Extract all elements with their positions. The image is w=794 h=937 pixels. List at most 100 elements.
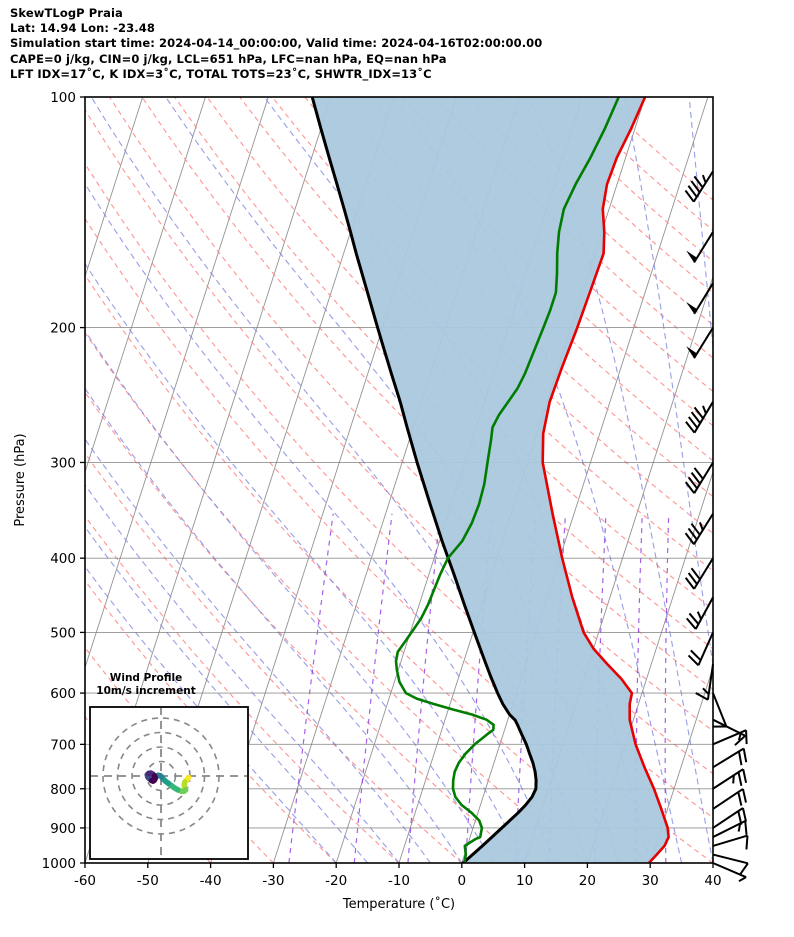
moist-adiabat-line xyxy=(85,262,526,863)
header-indices-2: LFT IDX=17˚C, K IDX=3˚C, TOTAL TOTS=23˚C… xyxy=(10,66,432,81)
barb-full xyxy=(687,476,698,490)
parcel-path-curve xyxy=(310,97,538,863)
y-tick-label: 800 xyxy=(50,782,76,798)
barb-half xyxy=(701,174,707,184)
mixing-ratio-line xyxy=(353,513,393,863)
wind-barb xyxy=(712,692,728,728)
barb-full xyxy=(690,649,702,661)
barb-full xyxy=(742,748,748,763)
wind-barb xyxy=(684,557,714,590)
header-latlon: Lat: 14.94 Lon: -23.48 xyxy=(10,21,155,36)
dewpoint-curve xyxy=(394,97,620,863)
wind-barb xyxy=(686,327,714,359)
isotherm-line xyxy=(649,666,713,863)
barb-shaft xyxy=(712,853,749,865)
wind-barb xyxy=(712,820,748,838)
barb-half xyxy=(702,405,707,414)
barb-full xyxy=(684,532,695,545)
dry-adiabat-line xyxy=(85,162,713,819)
wind-barb xyxy=(712,729,748,746)
moist-adiabat-line xyxy=(85,387,463,863)
barb-half xyxy=(702,687,710,695)
wind-barb xyxy=(684,170,714,203)
y-tick-label: 100 xyxy=(50,90,76,106)
moist-adiabat-line xyxy=(85,182,557,863)
barb-shaft xyxy=(693,327,714,359)
barb-full xyxy=(690,472,701,485)
barb-half xyxy=(696,611,703,620)
dry-adiabat-line xyxy=(85,274,651,863)
wind-barb xyxy=(712,853,749,876)
isotherm-line xyxy=(85,97,269,669)
dry-adiabat-line xyxy=(85,391,525,863)
barb-full xyxy=(742,768,748,783)
barb-full xyxy=(685,617,697,630)
barb-shaft xyxy=(712,788,744,810)
barb-full xyxy=(687,185,698,198)
mixing-ratio-line xyxy=(664,513,670,863)
temperature-parcel-shading xyxy=(312,97,669,863)
y-tick-label: 500 xyxy=(50,625,76,641)
moist-adiabat-line xyxy=(393,97,683,863)
isotherm-line xyxy=(461,97,709,863)
x-tick-label: 0 xyxy=(458,873,467,889)
dry-adiabat-line xyxy=(336,97,713,462)
x-tick-label: 10 xyxy=(516,873,533,889)
barb-half xyxy=(698,522,704,531)
temperature-curve xyxy=(541,97,670,863)
dry-adiabat-line xyxy=(141,97,713,691)
barb-full xyxy=(687,416,699,429)
mixing-ratio-line xyxy=(288,513,334,863)
barb-full xyxy=(744,820,748,835)
barb-full xyxy=(690,523,701,536)
x-tick-label: 40 xyxy=(704,873,721,889)
barb-full xyxy=(734,735,746,746)
wind-barb xyxy=(712,788,747,810)
y-tick-label: 900 xyxy=(50,821,76,837)
dry-adiabat-line xyxy=(304,97,713,498)
barb-full xyxy=(688,612,700,625)
barb-full xyxy=(745,835,749,850)
header-block: SkewTLogP Praia Lat: 14.94 Lon: -23.48 S… xyxy=(10,6,542,82)
wind-barb xyxy=(686,231,714,264)
wind-barb xyxy=(712,807,747,829)
barb-full xyxy=(690,180,701,193)
x-tick-label: -60 xyxy=(74,873,96,889)
barb-full xyxy=(684,577,695,590)
barb-flag xyxy=(686,346,697,359)
wind-barb xyxy=(712,718,746,746)
barb-shaft xyxy=(712,768,744,790)
barb-shaft xyxy=(693,231,714,264)
x-axis-label: Temperature (˚C) xyxy=(342,896,455,912)
barb-full xyxy=(695,692,709,701)
profile-curves xyxy=(310,97,670,863)
y-tick-label: 200 xyxy=(50,321,76,337)
barb-full xyxy=(693,467,704,480)
header-times: Simulation start time: 2024-04-14_00:00:… xyxy=(10,36,543,51)
barb-full xyxy=(741,788,747,803)
barb-shaft xyxy=(712,834,748,847)
x-tick-label: 30 xyxy=(642,873,659,889)
inset-title-line1: Wind Profile xyxy=(110,672,182,684)
barb-full xyxy=(737,771,743,787)
wind-barbs-group xyxy=(684,170,749,883)
wind-barb xyxy=(712,768,748,790)
barb-shaft xyxy=(712,747,745,769)
wind-barb xyxy=(712,747,748,769)
y-tick-label: 300 xyxy=(50,455,76,471)
barb-shaft xyxy=(712,692,728,727)
barb-half xyxy=(738,876,747,883)
barb-full xyxy=(739,862,749,876)
x-tick-label: -20 xyxy=(325,873,347,889)
barb-full xyxy=(684,481,696,494)
x-tick-label: -30 xyxy=(262,873,284,889)
isotherm-line xyxy=(85,97,144,279)
wind-barb xyxy=(695,663,714,701)
header-indices-1: CAPE=0 j/kg, CIN=0 j/kg, LCL=651 hPa, LF… xyxy=(10,51,447,66)
moist-adiabat-line xyxy=(528,97,713,863)
wind-barb xyxy=(684,513,714,545)
y-tick-label: 700 xyxy=(50,737,76,753)
